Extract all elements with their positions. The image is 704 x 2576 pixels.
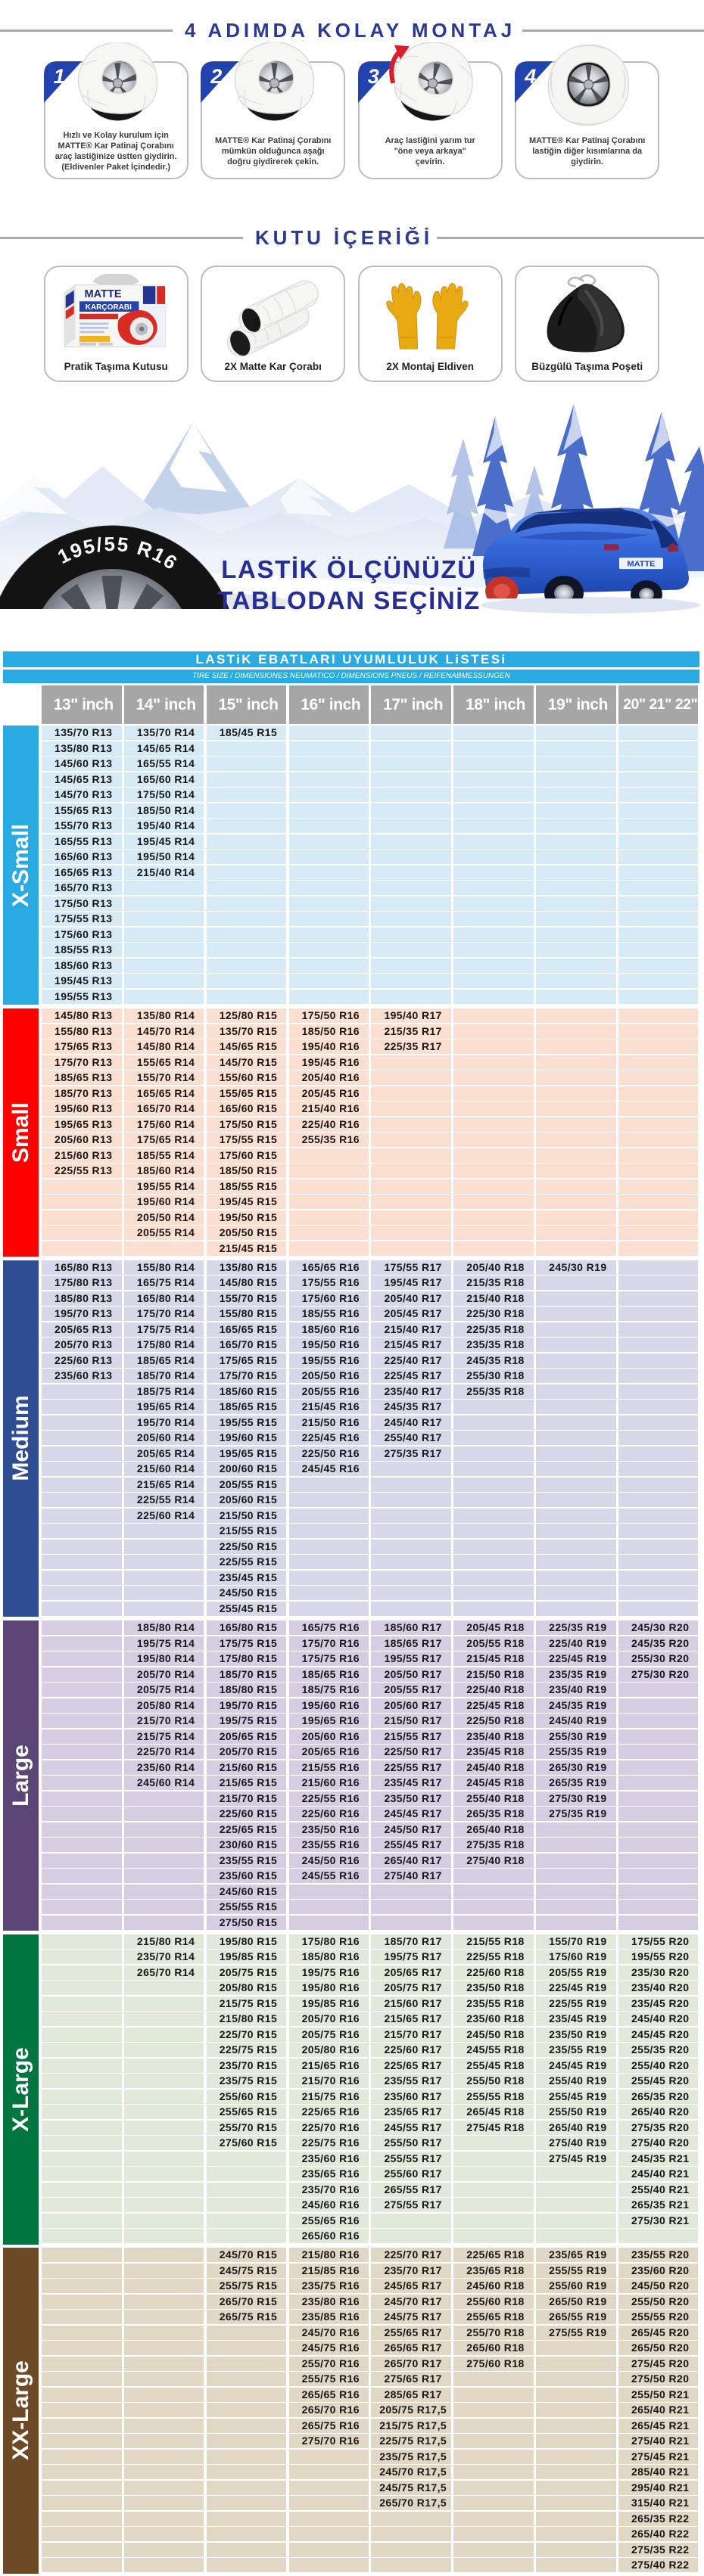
svg-text:KARÇORABI: KARÇORABI bbox=[85, 303, 131, 312]
svg-text:LASTİK ÖLÇÜNÜZÜ: LASTİK ÖLÇÜNÜZÜ bbox=[221, 555, 476, 583]
svg-text:TABLODAN SEÇİNİZ: TABLODAN SEÇİNİZ bbox=[217, 586, 481, 614]
svg-text:MATTE: MATTE bbox=[84, 288, 121, 300]
svg-text:MATTE: MATTE bbox=[627, 561, 655, 568]
